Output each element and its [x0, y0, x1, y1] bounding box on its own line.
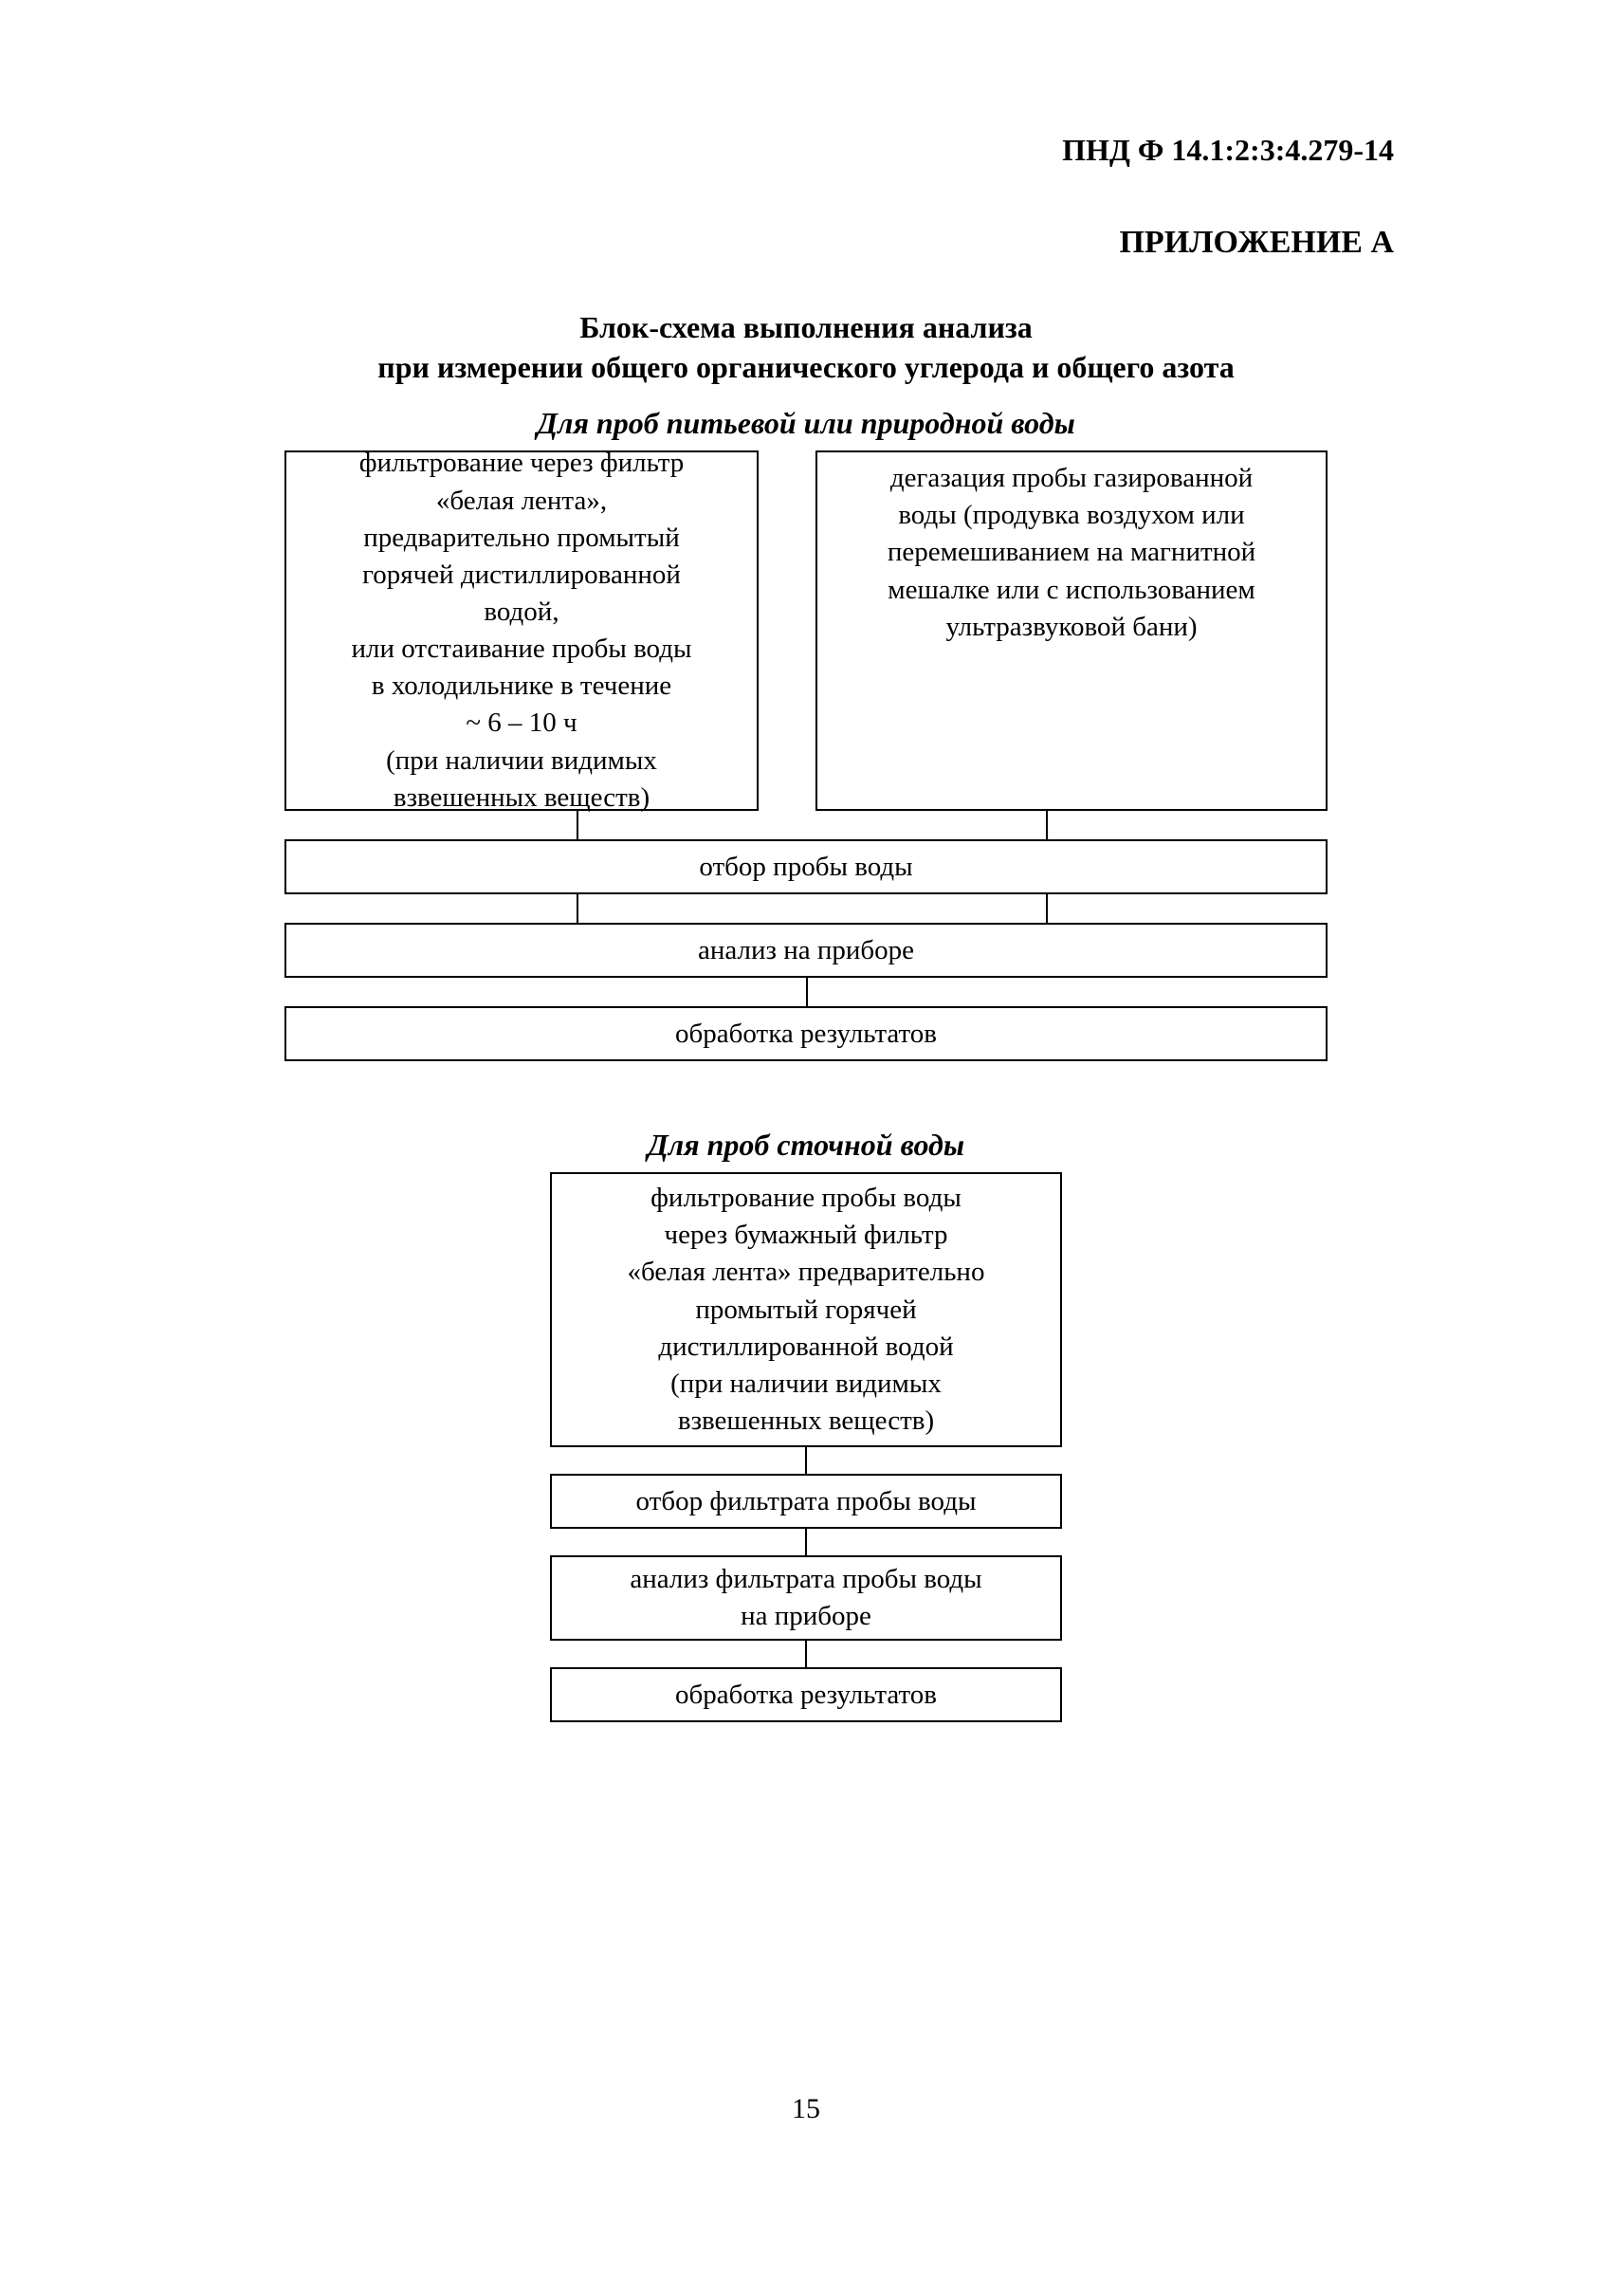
diagram1-box-filter-text: фильтрование через фильтр «белая лента»,… [352, 445, 692, 816]
diagram1-connector-mid1 [284, 894, 1328, 923]
connector-line [577, 894, 578, 923]
connector-line [805, 1529, 807, 1555]
diagram2-box-analysis: анализ фильтрата пробы воды на приборе [550, 1555, 1062, 1641]
connector-line [577, 811, 578, 839]
main-title-line1: Блок-схема выполнения анализа [579, 310, 1033, 344]
main-title-line2: при измерении общего органического углер… [377, 350, 1234, 384]
diagram2-box-sample: отбор фильтрата пробы воды [550, 1474, 1062, 1529]
diagram1-box-degas-text: дегазация пробы газированной воды (проду… [888, 460, 1255, 646]
diagram1: фильтрование через фильтр «белая лента»,… [284, 450, 1328, 1061]
diagram1-box-results: обработка результатов [284, 1006, 1328, 1061]
diagram1-box-analysis: анализ на приборе [284, 923, 1328, 978]
diagram2-box-sample-text: отбор фильтрата пробы воды [636, 1483, 977, 1520]
page-number: 15 [0, 2093, 1612, 2125]
diagram2-subtitle: Для проб сточной воды [190, 1128, 1422, 1163]
diagram2-connector-2 [550, 1529, 1062, 1555]
diagram1-box-sample: отбор пробы воды [284, 839, 1328, 894]
diagram1-box-analysis-text: анализ на приборе [698, 932, 914, 969]
diagram1-top-row: фильтрование через фильтр «белая лента»,… [284, 450, 1328, 811]
diagram1-box-results-text: обработка результатов [675, 1016, 937, 1053]
diagram2: фильтрование пробы воды через бумажный ф… [550, 1172, 1062, 1722]
diagram2-box-results-text: обработка результатов [675, 1677, 937, 1714]
connector-line [1046, 811, 1048, 839]
diagram2-connector-1 [550, 1447, 1062, 1474]
diagram2-box-results: обработка результатов [550, 1667, 1062, 1722]
connector-line [805, 1447, 807, 1474]
appendix-title: ПРИЛОЖЕНИЕ А [190, 225, 1394, 261]
page-container: ПНД Ф 14.1:2:3:4.279-14 ПРИЛОЖЕНИЕ А Бло… [0, 0, 1612, 2296]
spacer [190, 1061, 1422, 1128]
diagram1-subtitle: Для проб питьевой или природной воды [190, 406, 1422, 441]
main-title: Блок-схема выполнения анализа при измере… [190, 308, 1422, 387]
diagram1-box-filter: фильтрование через фильтр «белая лента»,… [284, 450, 759, 811]
connector-line [805, 1641, 807, 1667]
connector-line [1046, 894, 1048, 923]
connector-line [806, 978, 808, 1006]
diagram1-box-sample-text: отбор пробы воды [699, 849, 912, 886]
diagram2-box-analysis-text: анализ фильтрата пробы воды на приборе [630, 1561, 981, 1635]
diagram2-box-filter: фильтрование пробы воды через бумажный ф… [550, 1172, 1062, 1447]
diagram1-connector-top [284, 811, 1328, 839]
diagram2-connector-3 [550, 1641, 1062, 1667]
diagram1-box-degas: дегазация пробы газированной воды (проду… [815, 450, 1328, 811]
document-code: ПНД Ф 14.1:2:3:4.279-14 [190, 133, 1394, 168]
diagram2-box-filter-text: фильтрование пробы воды через бумажный ф… [628, 1180, 985, 1440]
diagram1-connector-mid2 [284, 978, 1328, 1006]
